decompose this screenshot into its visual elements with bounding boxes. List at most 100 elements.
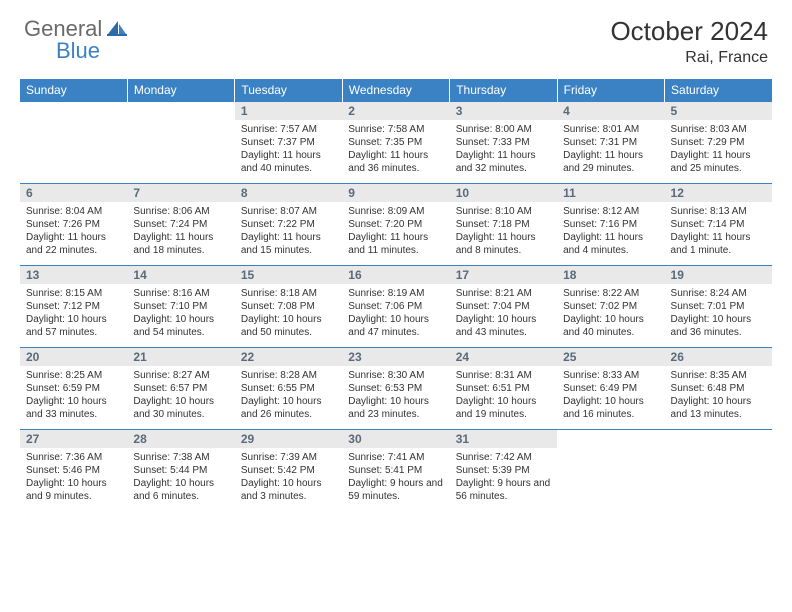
sunset-text: Sunset: 7:04 PM bbox=[456, 300, 551, 313]
sunset-text: Sunset: 6:48 PM bbox=[671, 382, 766, 395]
daylight-text: Daylight: 10 hours and 47 minutes. bbox=[348, 313, 443, 339]
sunset-text: Sunset: 5:41 PM bbox=[348, 464, 443, 477]
daylight-text: Daylight: 10 hours and 36 minutes. bbox=[671, 313, 766, 339]
sunrise-text: Sunrise: 8:12 AM bbox=[563, 205, 658, 218]
daylight-text: Daylight: 11 hours and 4 minutes. bbox=[563, 231, 658, 257]
day-number: 22 bbox=[235, 348, 342, 366]
daylight-text: Daylight: 11 hours and 18 minutes. bbox=[133, 231, 228, 257]
logo: General Blue bbox=[24, 16, 130, 42]
calendar-day-cell: 24Sunrise: 8:31 AMSunset: 6:51 PMDayligh… bbox=[450, 348, 557, 430]
day-details: Sunrise: 7:36 AMSunset: 5:46 PMDaylight:… bbox=[20, 448, 127, 507]
sunset-text: Sunset: 5:44 PM bbox=[133, 464, 228, 477]
sunrise-text: Sunrise: 8:19 AM bbox=[348, 287, 443, 300]
sunrise-text: Sunrise: 8:25 AM bbox=[26, 369, 121, 382]
daylight-text: Daylight: 10 hours and 43 minutes. bbox=[456, 313, 551, 339]
day-number: 24 bbox=[450, 348, 557, 366]
calendar-day-cell: . bbox=[557, 430, 664, 512]
calendar-day-cell: 9Sunrise: 8:09 AMSunset: 7:20 PMDaylight… bbox=[342, 184, 449, 266]
calendar-day-cell: . bbox=[127, 102, 234, 184]
logo-sail-icon bbox=[106, 19, 128, 40]
calendar-week-row: 27Sunrise: 7:36 AMSunset: 5:46 PMDayligh… bbox=[20, 430, 772, 512]
day-details: Sunrise: 8:07 AMSunset: 7:22 PMDaylight:… bbox=[235, 202, 342, 261]
sunset-text: Sunset: 7:37 PM bbox=[241, 136, 336, 149]
calendar-day-cell: 4Sunrise: 8:01 AMSunset: 7:31 PMDaylight… bbox=[557, 102, 664, 184]
calendar-day-cell: 31Sunrise: 7:42 AMSunset: 5:39 PMDayligh… bbox=[450, 430, 557, 512]
sunset-text: Sunset: 7:08 PM bbox=[241, 300, 336, 313]
calendar-day-cell: 30Sunrise: 7:41 AMSunset: 5:41 PMDayligh… bbox=[342, 430, 449, 512]
day-details: Sunrise: 8:18 AMSunset: 7:08 PMDaylight:… bbox=[235, 284, 342, 343]
day-number: 15 bbox=[235, 266, 342, 284]
day-details: Sunrise: 8:03 AMSunset: 7:29 PMDaylight:… bbox=[665, 120, 772, 179]
sunset-text: Sunset: 7:02 PM bbox=[563, 300, 658, 313]
day-number: 25 bbox=[557, 348, 664, 366]
calendar-day-cell: 2Sunrise: 7:58 AMSunset: 7:35 PMDaylight… bbox=[342, 102, 449, 184]
sunrise-text: Sunrise: 8:06 AM bbox=[133, 205, 228, 218]
weekday-header: Wednesday bbox=[342, 79, 449, 102]
day-number: 28 bbox=[127, 430, 234, 448]
weekday-header: Sunday bbox=[20, 79, 127, 102]
day-details: Sunrise: 7:38 AMSunset: 5:44 PMDaylight:… bbox=[127, 448, 234, 507]
sunrise-text: Sunrise: 8:31 AM bbox=[456, 369, 551, 382]
daylight-text: Daylight: 10 hours and 40 minutes. bbox=[563, 313, 658, 339]
sunset-text: Sunset: 7:01 PM bbox=[671, 300, 766, 313]
day-details: Sunrise: 8:21 AMSunset: 7:04 PMDaylight:… bbox=[450, 284, 557, 343]
daylight-text: Daylight: 11 hours and 40 minutes. bbox=[241, 149, 336, 175]
day-details: Sunrise: 8:35 AMSunset: 6:48 PMDaylight:… bbox=[665, 366, 772, 425]
calendar-day-cell: 16Sunrise: 8:19 AMSunset: 7:06 PMDayligh… bbox=[342, 266, 449, 348]
day-details: Sunrise: 8:04 AMSunset: 7:26 PMDaylight:… bbox=[20, 202, 127, 261]
day-details: Sunrise: 8:33 AMSunset: 6:49 PMDaylight:… bbox=[557, 366, 664, 425]
sunrise-text: Sunrise: 8:18 AM bbox=[241, 287, 336, 300]
calendar-day-cell: 19Sunrise: 8:24 AMSunset: 7:01 PMDayligh… bbox=[665, 266, 772, 348]
weekday-header: Saturday bbox=[665, 79, 772, 102]
daylight-text: Daylight: 10 hours and 19 minutes. bbox=[456, 395, 551, 421]
location-label: Rai, France bbox=[610, 49, 768, 67]
sunrise-text: Sunrise: 7:38 AM bbox=[133, 451, 228, 464]
sunset-text: Sunset: 7:20 PM bbox=[348, 218, 443, 231]
sunrise-text: Sunrise: 8:16 AM bbox=[133, 287, 228, 300]
calendar-day-cell: 14Sunrise: 8:16 AMSunset: 7:10 PMDayligh… bbox=[127, 266, 234, 348]
day-details: Sunrise: 8:06 AMSunset: 7:24 PMDaylight:… bbox=[127, 202, 234, 261]
sunrise-text: Sunrise: 8:01 AM bbox=[563, 123, 658, 136]
sunrise-text: Sunrise: 8:22 AM bbox=[563, 287, 658, 300]
sunrise-text: Sunrise: 7:41 AM bbox=[348, 451, 443, 464]
weekday-header: Monday bbox=[127, 79, 234, 102]
sunset-text: Sunset: 7:18 PM bbox=[456, 218, 551, 231]
day-number: 6 bbox=[20, 184, 127, 202]
daylight-text: Daylight: 10 hours and 57 minutes. bbox=[26, 313, 121, 339]
calendar-day-cell: 15Sunrise: 8:18 AMSunset: 7:08 PMDayligh… bbox=[235, 266, 342, 348]
day-number: 5 bbox=[665, 102, 772, 120]
sunrise-text: Sunrise: 7:58 AM bbox=[348, 123, 443, 136]
day-number: 30 bbox=[342, 430, 449, 448]
sunrise-text: Sunrise: 8:33 AM bbox=[563, 369, 658, 382]
sunrise-text: Sunrise: 7:39 AM bbox=[241, 451, 336, 464]
sunrise-text: Sunrise: 8:21 AM bbox=[456, 287, 551, 300]
day-details: Sunrise: 8:30 AMSunset: 6:53 PMDaylight:… bbox=[342, 366, 449, 425]
sunrise-text: Sunrise: 7:36 AM bbox=[26, 451, 121, 464]
sunset-text: Sunset: 7:29 PM bbox=[671, 136, 766, 149]
calendar-day-cell: 22Sunrise: 8:28 AMSunset: 6:55 PMDayligh… bbox=[235, 348, 342, 430]
day-details: Sunrise: 7:42 AMSunset: 5:39 PMDaylight:… bbox=[450, 448, 557, 507]
sunrise-text: Sunrise: 8:10 AM bbox=[456, 205, 551, 218]
daylight-text: Daylight: 11 hours and 36 minutes. bbox=[348, 149, 443, 175]
sunset-text: Sunset: 6:57 PM bbox=[133, 382, 228, 395]
day-number: 21 bbox=[127, 348, 234, 366]
daylight-text: Daylight: 10 hours and 9 minutes. bbox=[26, 477, 121, 503]
calendar-day-cell: 11Sunrise: 8:12 AMSunset: 7:16 PMDayligh… bbox=[557, 184, 664, 266]
daylight-text: Daylight: 11 hours and 22 minutes. bbox=[26, 231, 121, 257]
day-number: 8 bbox=[235, 184, 342, 202]
calendar-day-cell: . bbox=[665, 430, 772, 512]
weekday-header: Thursday bbox=[450, 79, 557, 102]
calendar-day-cell: 26Sunrise: 8:35 AMSunset: 6:48 PMDayligh… bbox=[665, 348, 772, 430]
day-details: Sunrise: 7:39 AMSunset: 5:42 PMDaylight:… bbox=[235, 448, 342, 507]
sunrise-text: Sunrise: 8:28 AM bbox=[241, 369, 336, 382]
title-block: October 2024 Rai, France bbox=[610, 16, 768, 67]
day-details: Sunrise: 7:57 AMSunset: 7:37 PMDaylight:… bbox=[235, 120, 342, 179]
daylight-text: Daylight: 10 hours and 26 minutes. bbox=[241, 395, 336, 421]
sunrise-text: Sunrise: 8:27 AM bbox=[133, 369, 228, 382]
sunrise-text: Sunrise: 8:24 AM bbox=[671, 287, 766, 300]
weekday-header-row: Sunday Monday Tuesday Wednesday Thursday… bbox=[20, 79, 772, 102]
sunset-text: Sunset: 6:49 PM bbox=[563, 382, 658, 395]
day-number: 7 bbox=[127, 184, 234, 202]
sunset-text: Sunset: 7:26 PM bbox=[26, 218, 121, 231]
daylight-text: Daylight: 10 hours and 6 minutes. bbox=[133, 477, 228, 503]
